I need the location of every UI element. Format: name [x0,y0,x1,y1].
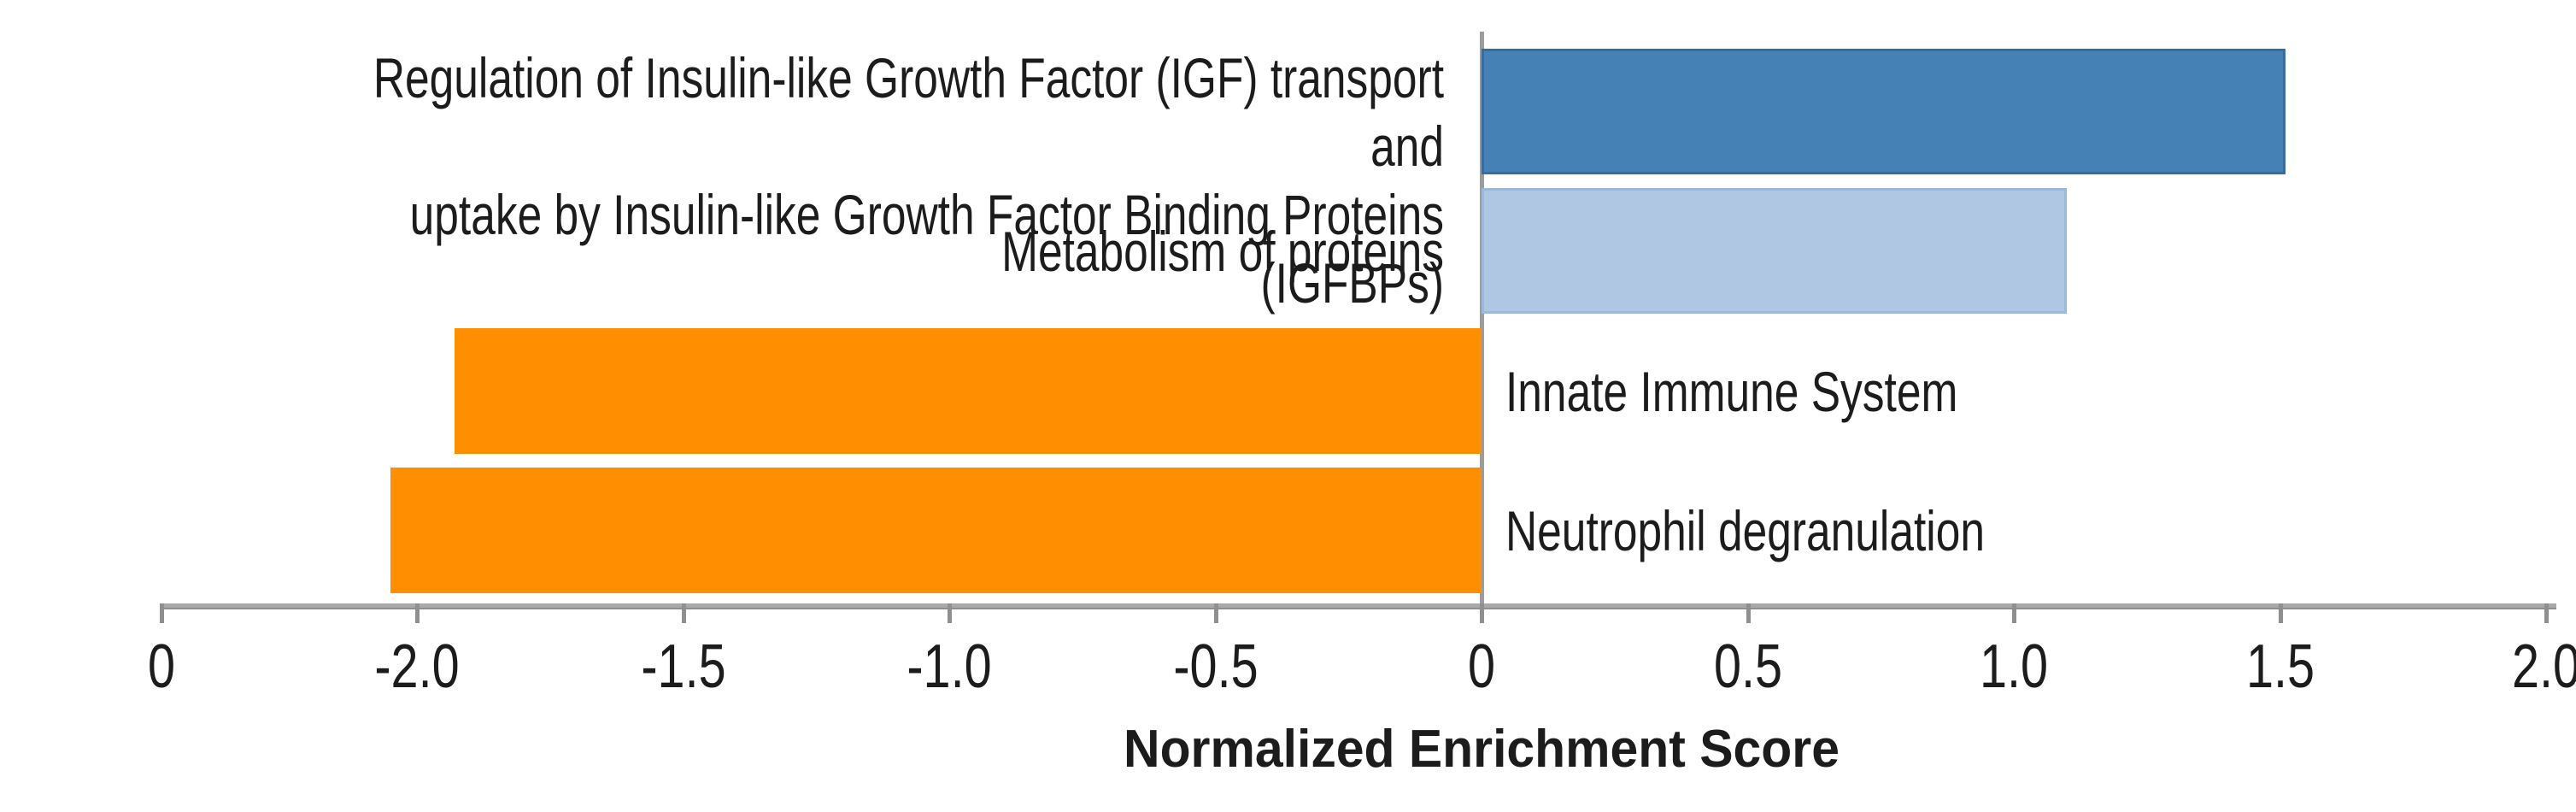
x-axis-tick-label: 1.5 [2245,633,2315,701]
x-axis-tick [1746,603,1751,623]
category-label-innate-immune-system: Innate Immune System [1505,359,1958,423]
x-axis-tick [159,603,164,623]
bar-metabolism-of-proteins [1482,188,2068,314]
x-axis-tick-label: 2.0 [2511,633,2576,701]
x-axis-tick [2278,603,2283,623]
bar-innate-immune-system [454,328,1482,454]
x-axis-tick [1213,603,1218,623]
category-label-neutrophil-degranulation: Neutrophil degranulation [1505,498,1985,562]
bar-neutrophil-degranulation [390,468,1482,593]
x-axis-tick [681,603,686,623]
zero-axis-line [1480,32,1484,623]
x-axis-tick [2012,603,2016,623]
x-axis-tick-label: 0 [1467,633,1496,701]
category-label-regulation-of-insulin-like-growth-factor: Regulation of Insulin-like Growth Factor… [373,45,1444,315]
x-axis-tick [2544,603,2549,623]
x-axis-tick-label: 0 [147,633,175,701]
x-axis-tick-label: -2.0 [374,633,460,701]
category-label-metabolism-of-proteins: Metabolism of proteins [1001,219,1444,283]
x-axis-line [161,603,2557,609]
x-axis-tick-label: 1.0 [1979,633,2049,701]
x-axis-tick-label: -1.5 [640,633,726,701]
x-axis-tick [948,603,952,623]
x-axis-tick [415,603,420,623]
x-axis-tick-label: -1.0 [907,633,992,701]
x-axis-tick [1480,603,1484,623]
x-axis-tick-label: 0.5 [1713,633,1782,701]
x-axis-title: Normalized Enrichment Score [1124,720,1840,779]
x-axis-tick-label: -0.5 [1172,633,1259,701]
bar-regulation-of-insulin-like-growth-factor [1482,49,2286,174]
